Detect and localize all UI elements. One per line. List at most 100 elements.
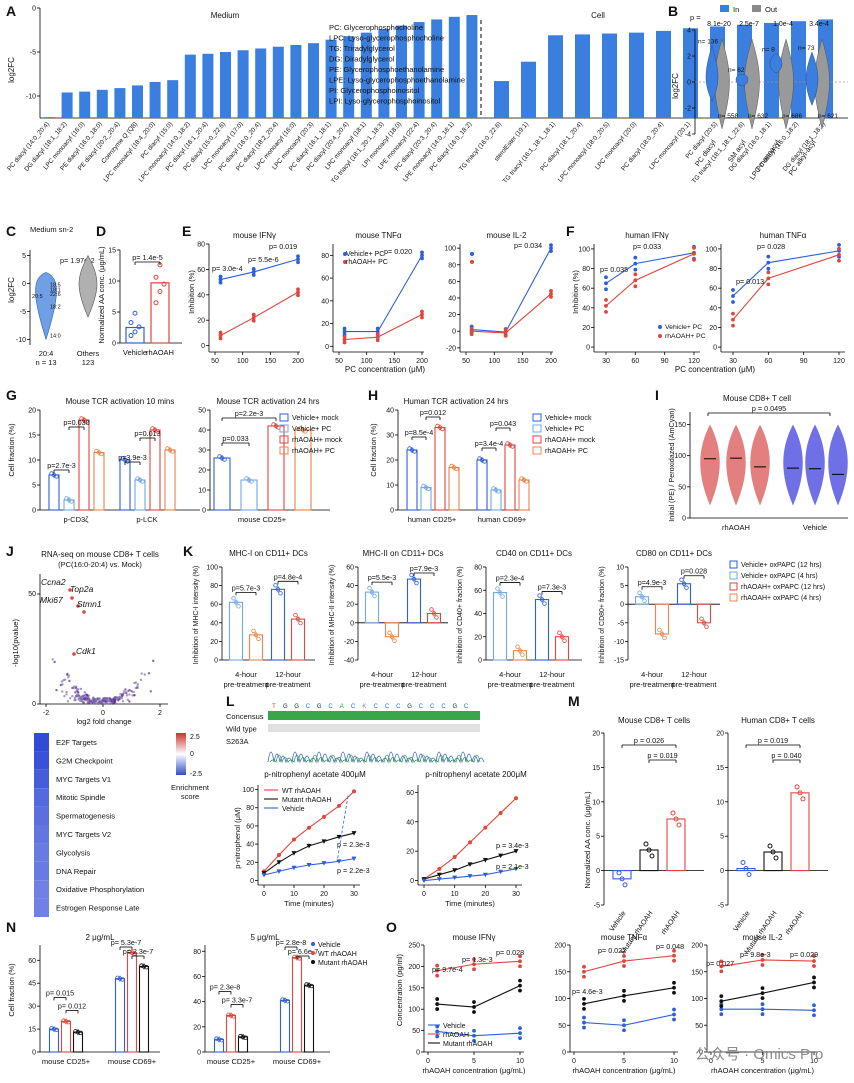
- K2-pvalue: p=7.3e-3: [538, 583, 567, 592]
- L1-y-tick-label: 60: [406, 790, 414, 797]
- G0b-bar: [149, 429, 161, 511]
- B-n-out: n= 558: [718, 113, 738, 120]
- K-subtitle: MHC-II on CD11+ DCs: [363, 549, 444, 558]
- B-pvalue: 2.5e-7: [739, 21, 759, 28]
- Ha-point: [426, 486, 431, 492]
- N0a-point: [51, 1026, 57, 1032]
- E-point-rhaoah: [503, 330, 508, 335]
- N1b-bar: [279, 999, 291, 1053]
- O-pvalue: p= 4.6e-3: [572, 987, 603, 996]
- E-point-rhaoah: [342, 334, 347, 339]
- K1b-point: [429, 607, 434, 612]
- K0-y-tick-label: 100: [206, 565, 218, 572]
- K2a-point: [497, 590, 503, 595]
- H-legend-swatch: [532, 435, 542, 444]
- D-point: [128, 333, 134, 339]
- O-pvalue: p= 1.3e-3: [462, 955, 493, 964]
- L-point-vehicle: [498, 869, 504, 875]
- E-point-rhaoah: [503, 327, 508, 332]
- E-subtitle: mouse IL-2: [486, 231, 527, 240]
- J-point: [124, 688, 127, 691]
- L-point-vehicle: [513, 866, 519, 872]
- G-subtitle: Mouse TCR activation 10 mins: [66, 397, 175, 406]
- O-point-mutant: [622, 988, 626, 993]
- J-point: [133, 681, 136, 685]
- G1a-bar: [240, 479, 258, 511]
- Ha-point: [454, 466, 459, 472]
- K-cat-label: 4-hour: [235, 670, 257, 679]
- A-medium-bar: [237, 50, 249, 118]
- E-x-tick-label: 50: [462, 358, 470, 365]
- J-point: [117, 699, 120, 702]
- D-bar: [125, 326, 145, 344]
- O-point-vehicle: [518, 1031, 522, 1036]
- N-legend-label: WT rhAOAH: [318, 951, 357, 958]
- I-violin: [783, 424, 803, 506]
- E1-y-tick-label: 0: [325, 344, 329, 351]
- L-x-tick-label: 0: [262, 891, 266, 898]
- G0b-point: [170, 449, 175, 454]
- M0-y-tick-label: 15: [592, 765, 600, 772]
- C-n: n = 13: [35, 358, 56, 367]
- E-point-rhaoah: [549, 288, 553, 293]
- H-legend-label: rhAOAH+ PC: [545, 446, 588, 455]
- K1b-point: [409, 572, 414, 578]
- Hb-point: [496, 489, 501, 494]
- E-series-rhaoah: [471, 293, 552, 334]
- K2-y-tick-label: 40: [474, 611, 482, 618]
- F-point-rhaoah: [837, 252, 841, 257]
- L-pvalue: p = 3.4e-3: [496, 841, 529, 850]
- L-legend-label: Mutant rhAOAH: [282, 797, 331, 804]
- A-medium-bar: [431, 19, 443, 118]
- J2-row-label: Spermatogenesis: [56, 812, 115, 821]
- F-point-rhaoah: [766, 276, 771, 281]
- Hb-bar: [518, 479, 530, 511]
- panel-letter-I: I: [655, 387, 659, 403]
- L-point-mutant: [467, 862, 473, 867]
- M1-y-tick-label: 5: [720, 834, 724, 841]
- E0-y-tick-label: 40: [197, 292, 205, 299]
- E-point-rhaoah: [218, 333, 223, 338]
- N0a-point: [63, 1019, 69, 1024]
- B-n-in: n= 62: [728, 67, 745, 74]
- E-point-vehicle: [218, 280, 223, 285]
- J2-cell: [34, 751, 49, 770]
- panel-letter-L: L: [226, 693, 235, 709]
- E-point-vehicle: [342, 326, 347, 331]
- D-y-tick-label: 0: [112, 341, 116, 348]
- J-point: [128, 693, 131, 696]
- N1-y-tick-label: 0: [197, 1050, 201, 1057]
- E2-y-tick-label: 100: [444, 246, 456, 253]
- N0a-point: [73, 1029, 78, 1034]
- L-base: C: [374, 704, 379, 710]
- N0b-bar: [126, 952, 138, 1053]
- N1a-point: [219, 1038, 224, 1043]
- E-point-rhaoah: [420, 312, 424, 317]
- J-gene-label: Cdk1: [76, 646, 96, 656]
- E-x-tick-label: 200: [545, 358, 557, 365]
- C-y-tick-label: 5: [22, 253, 26, 260]
- F-xlabel: PC concentration (μM): [675, 365, 756, 374]
- F-legend-rhaoah: rhAOAH+ PC: [665, 333, 706, 340]
- J-point: [106, 701, 109, 705]
- O-legend-label: Vehicle: [443, 1023, 466, 1030]
- J-gene-label: Mki67: [40, 595, 63, 605]
- O-point-mutant: [672, 985, 676, 990]
- K-cat-label: 12-hour: [681, 670, 707, 679]
- H-pvalue: p=3.4e-4: [475, 439, 504, 448]
- O-x-tick-label: 5: [472, 1058, 476, 1065]
- O-pvalue: p= 0.029: [790, 950, 818, 959]
- F1-y-tick-label: 100: [705, 246, 717, 253]
- J2-cell: [34, 733, 49, 752]
- D-y-tick-label: 5: [112, 310, 116, 317]
- L-base: A: [340, 704, 344, 710]
- L-x-tick-label: 20: [481, 891, 489, 898]
- F-point-rhaoah: [633, 272, 638, 277]
- K2-y-tick-label: 20: [474, 634, 482, 641]
- I-violin: [700, 424, 720, 506]
- E0-y-tick-label: 80: [197, 242, 205, 249]
- C-y-tick-label: 0: [22, 281, 26, 288]
- K2a-point: [500, 594, 505, 599]
- K2-y-tick-label: 80: [474, 565, 482, 572]
- B-y-tick-label: -2: [685, 106, 691, 113]
